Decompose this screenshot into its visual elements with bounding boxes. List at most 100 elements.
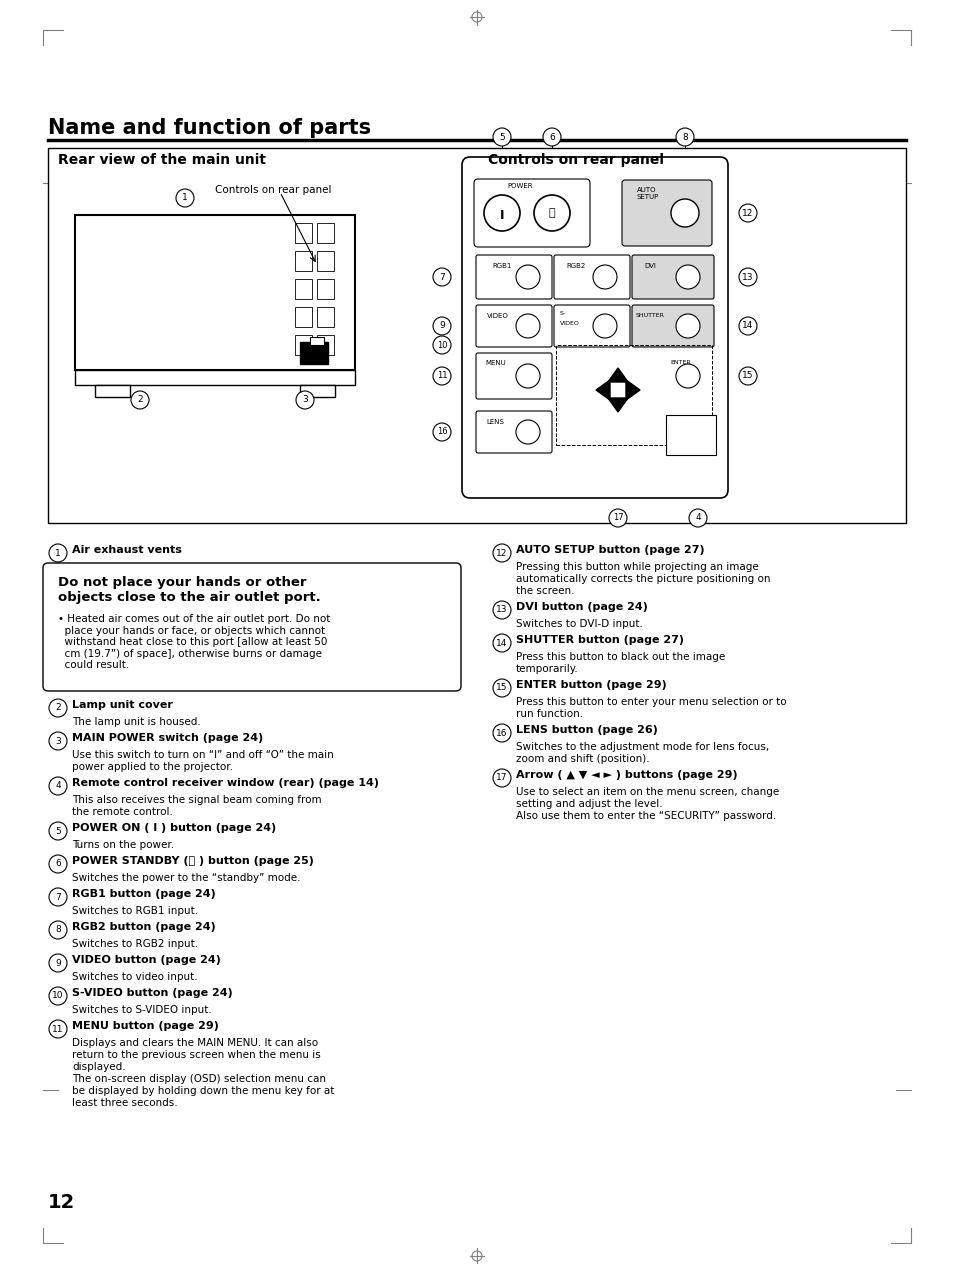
Circle shape [49, 777, 67, 796]
Text: 9: 9 [438, 322, 444, 331]
Circle shape [433, 317, 451, 335]
Text: Air exhaust vents: Air exhaust vents [71, 545, 182, 555]
FancyBboxPatch shape [476, 255, 552, 299]
Text: RGB2: RGB2 [565, 264, 584, 269]
Text: 17: 17 [612, 513, 622, 522]
Text: 6: 6 [549, 132, 555, 141]
FancyBboxPatch shape [474, 179, 589, 247]
Text: 16: 16 [436, 428, 447, 437]
Circle shape [493, 129, 511, 146]
Bar [310, 337, 324, 345]
Text: 14: 14 [496, 639, 507, 648]
Circle shape [49, 544, 67, 561]
Circle shape [472, 1251, 481, 1262]
Circle shape [516, 420, 539, 444]
Text: 15: 15 [741, 372, 753, 381]
Circle shape [433, 423, 451, 440]
Text: 1: 1 [182, 193, 188, 202]
Text: 5: 5 [55, 826, 61, 835]
Text: Rear view of the main unit: Rear view of the main unit [58, 153, 266, 167]
Text: Pressing this button while projecting an image: Pressing this button while projecting an… [516, 561, 758, 572]
Circle shape [433, 336, 451, 354]
Text: POWER: POWER [507, 183, 532, 188]
Circle shape [534, 195, 569, 230]
Text: ⏻: ⏻ [548, 207, 555, 218]
Circle shape [483, 195, 519, 230]
Polygon shape [607, 398, 627, 412]
FancyBboxPatch shape [43, 563, 460, 691]
Text: 7: 7 [55, 892, 61, 901]
Circle shape [676, 364, 700, 388]
Circle shape [493, 724, 511, 742]
Circle shape [593, 265, 617, 289]
Circle shape [433, 269, 451, 286]
Text: Also use them to enter the “SECURITY” password.: Also use them to enter the “SECURITY” pa… [516, 811, 776, 821]
Bar [294, 307, 312, 327]
Text: Press this button to black out the image: Press this button to black out the image [516, 652, 724, 662]
Circle shape [676, 129, 693, 146]
Text: I: I [499, 209, 504, 222]
Text: Switches to S-VIDEO input.: Switches to S-VIDEO input. [71, 1004, 212, 1015]
Circle shape [295, 391, 314, 409]
Circle shape [739, 317, 757, 335]
Circle shape [472, 11, 481, 22]
Text: Remote control receiver window (rear) (page 14): Remote control receiver window (rear) (p… [71, 778, 378, 788]
Text: 10: 10 [52, 992, 64, 1001]
Circle shape [49, 987, 67, 1004]
FancyBboxPatch shape [631, 255, 713, 299]
Text: Switches the power to the “standby” mode.: Switches the power to the “standby” mode… [71, 873, 300, 883]
Circle shape [175, 188, 193, 207]
Text: run function.: run function. [516, 709, 582, 719]
Text: VIDEO: VIDEO [559, 321, 579, 326]
Text: 13: 13 [741, 272, 753, 281]
Circle shape [493, 634, 511, 652]
Text: power applied to the projector.: power applied to the projector. [71, 763, 233, 771]
Text: POWER ON ( I ) button (page 24): POWER ON ( I ) button (page 24) [71, 824, 276, 833]
Circle shape [49, 1020, 67, 1037]
Text: the remote control.: the remote control. [71, 807, 172, 817]
Text: MENU: MENU [484, 360, 505, 367]
Text: 15: 15 [496, 684, 507, 693]
FancyBboxPatch shape [621, 179, 711, 246]
Circle shape [608, 509, 626, 527]
Bar [95, 384, 130, 397]
Text: 12: 12 [48, 1193, 75, 1212]
Text: VIDEO: VIDEO [486, 313, 508, 320]
Text: ENTER: ENTER [669, 360, 690, 365]
Circle shape [542, 129, 560, 146]
Circle shape [433, 367, 451, 384]
Text: DVI button (page 24): DVI button (page 24) [516, 602, 647, 612]
Text: 2: 2 [137, 396, 143, 405]
Text: Switches to DVI-D input.: Switches to DVI-D input. [516, 619, 642, 629]
Text: 6: 6 [55, 859, 61, 868]
Polygon shape [625, 381, 639, 400]
Circle shape [688, 509, 706, 527]
Text: zoom and shift (position).: zoom and shift (position). [516, 754, 649, 764]
Text: 12: 12 [741, 209, 753, 218]
Text: SHUTTER button (page 27): SHUTTER button (page 27) [516, 635, 683, 645]
Circle shape [676, 314, 700, 339]
FancyBboxPatch shape [476, 306, 552, 348]
Text: RGB1: RGB1 [492, 264, 511, 269]
Text: • Heated air comes out of the air outlet port. Do not
  place your hands or face: • Heated air comes out of the air outlet… [58, 614, 330, 671]
Text: Displays and clears the MAIN MENU. It can also: Displays and clears the MAIN MENU. It ca… [71, 1037, 317, 1048]
Circle shape [516, 265, 539, 289]
Circle shape [49, 953, 67, 973]
Text: 5: 5 [498, 132, 504, 141]
Bar [294, 279, 312, 299]
Text: return to the previous screen when the menu is: return to the previous screen when the m… [71, 1050, 320, 1060]
Bar [556, 345, 711, 446]
FancyBboxPatch shape [554, 255, 629, 299]
Text: AUTO
SETUP: AUTO SETUP [637, 187, 659, 200]
Text: Controls on rear panel: Controls on rear panel [488, 153, 663, 167]
Text: 13: 13 [496, 606, 507, 615]
Text: temporarily.: temporarily. [516, 665, 578, 673]
FancyBboxPatch shape [476, 353, 552, 398]
Circle shape [739, 204, 757, 222]
Polygon shape [596, 381, 609, 400]
Text: 1: 1 [55, 549, 61, 558]
Text: 11: 11 [436, 372, 447, 381]
Text: Switches to the adjustment mode for lens focus,: Switches to the adjustment mode for lens… [516, 742, 768, 752]
Circle shape [493, 679, 511, 698]
Text: 7: 7 [438, 272, 444, 281]
